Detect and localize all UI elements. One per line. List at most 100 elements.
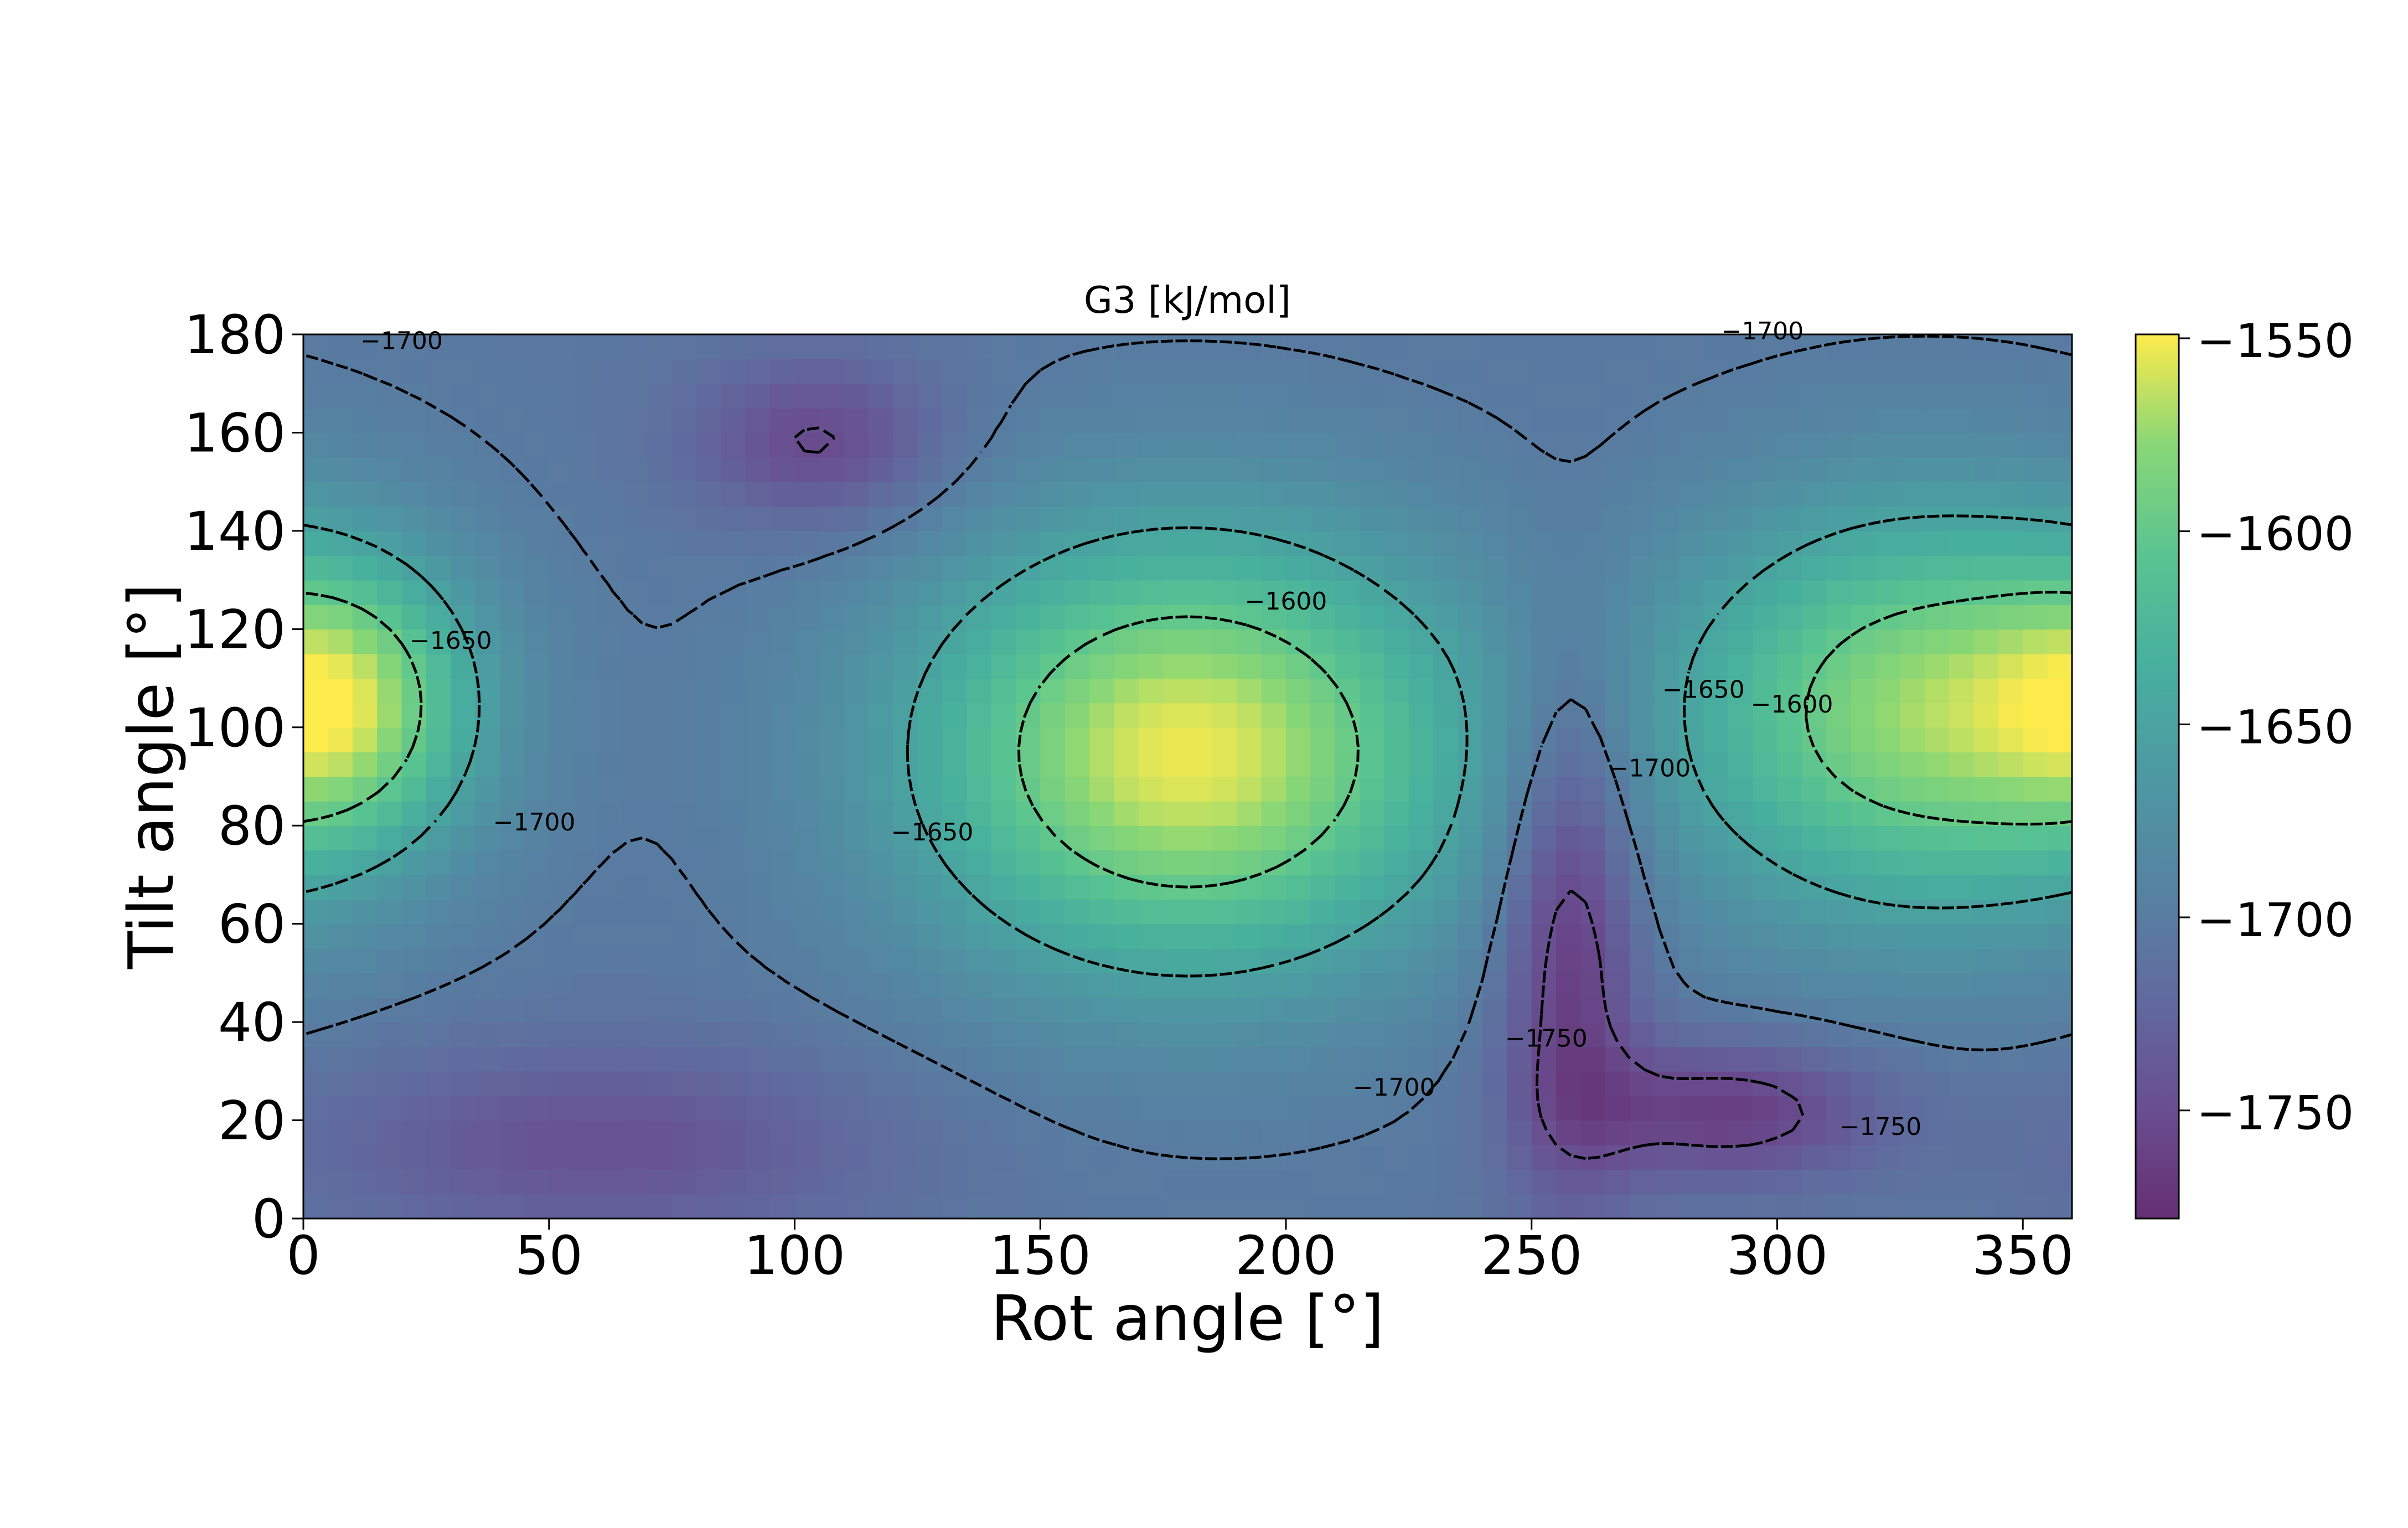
heatmap-cell xyxy=(1163,850,1189,875)
heatmap-cell xyxy=(1851,1046,1876,1072)
heatmap-cell xyxy=(1089,1022,1115,1047)
heatmap-cell xyxy=(549,530,574,556)
heatmap-cell xyxy=(352,383,378,409)
heatmap-cell xyxy=(868,899,893,925)
heatmap-cell xyxy=(352,1096,378,1121)
heatmap-cell xyxy=(1261,776,1286,802)
heatmap-cell xyxy=(2047,1144,2073,1170)
heatmap-cell xyxy=(524,801,550,827)
x-tick-label: 100 xyxy=(744,1225,845,1287)
heatmap-cell xyxy=(1556,383,1582,409)
heatmap-cell xyxy=(1580,408,1606,433)
heatmap-cell xyxy=(475,1096,500,1121)
heatmap-cell xyxy=(942,432,967,458)
heatmap-cell xyxy=(1998,604,2024,630)
heatmap-cell xyxy=(671,923,697,949)
heatmap-cell xyxy=(1089,506,1115,531)
heatmap-cell xyxy=(1826,801,1852,827)
heatmap-cell xyxy=(1237,1046,1262,1072)
heatmap-cell xyxy=(1114,1169,1139,1195)
heatmap-cell xyxy=(844,1120,869,1145)
heatmap-cell xyxy=(377,703,402,728)
heatmap-cell xyxy=(1482,1022,1508,1047)
heatmap-cell xyxy=(1065,776,1090,802)
heatmap-cell xyxy=(1900,1144,1925,1170)
heatmap-cell xyxy=(1187,629,1213,654)
colorbar xyxy=(2136,334,2179,1219)
heatmap-cell xyxy=(1654,1046,1680,1072)
heatmap-cell xyxy=(1089,752,1115,777)
heatmap-cell xyxy=(721,727,746,752)
heatmap-cell xyxy=(1286,1120,1311,1145)
heatmap-cell xyxy=(1630,604,1655,630)
heatmap-cell xyxy=(647,752,673,777)
heatmap-cell xyxy=(1753,874,1778,900)
heatmap-cell xyxy=(1360,703,1385,728)
heatmap-cell xyxy=(1630,359,1655,384)
heatmap-cell xyxy=(573,580,599,605)
heatmap-cell xyxy=(1949,457,1975,482)
heatmap-cell xyxy=(1237,506,1262,531)
heatmap-cell xyxy=(1065,482,1090,507)
heatmap-cell xyxy=(1703,653,1729,679)
heatmap-cell xyxy=(1187,580,1213,605)
heatmap-cell xyxy=(1924,678,1950,704)
heatmap-cell xyxy=(868,359,893,384)
heatmap-cell xyxy=(794,801,820,827)
heatmap-cell xyxy=(1114,432,1139,458)
heatmap-cell xyxy=(1114,580,1139,605)
heatmap-cell xyxy=(1580,825,1606,851)
heatmap-cell xyxy=(1777,1022,1802,1047)
heatmap-cell xyxy=(1408,1169,1434,1195)
heatmap-cell xyxy=(991,923,1016,949)
heatmap-cell xyxy=(426,530,452,556)
heatmap-cell xyxy=(1753,1046,1778,1072)
heatmap-cell xyxy=(696,1194,722,1219)
heatmap-cell xyxy=(1187,801,1213,827)
heatmap-cell xyxy=(1679,408,1704,433)
heatmap-cell xyxy=(1973,727,1999,752)
heatmap-cell xyxy=(647,899,673,925)
heatmap-cell xyxy=(1360,1046,1385,1072)
heatmap-cell xyxy=(1286,678,1311,704)
heatmap-cell xyxy=(1630,555,1655,581)
heatmap-cell xyxy=(2023,801,2048,827)
heatmap-cell xyxy=(1753,1096,1778,1121)
heatmap-cell xyxy=(1801,1096,1827,1121)
heatmap-cell xyxy=(1458,629,1483,654)
heatmap-cell xyxy=(1187,1096,1213,1121)
heatmap-cell xyxy=(1507,973,1532,998)
heatmap-cell xyxy=(622,653,648,679)
heatmap-cell xyxy=(1801,457,1827,482)
heatmap-cell xyxy=(1826,580,1852,605)
heatmap-cell xyxy=(1851,432,1876,458)
heatmap-cell xyxy=(1679,1096,1704,1121)
heatmap-cell xyxy=(1163,1194,1189,1219)
heatmap-cell xyxy=(647,334,673,360)
heatmap-cell xyxy=(819,1194,845,1219)
heatmap-cell xyxy=(1580,359,1606,384)
heatmap-cell xyxy=(1482,530,1508,556)
heatmap-cell xyxy=(549,432,574,458)
heatmap-cell xyxy=(671,1022,697,1047)
heatmap-cell xyxy=(1089,1046,1115,1072)
heatmap-cell xyxy=(1900,1169,1925,1195)
heatmap-cell xyxy=(1556,850,1582,875)
heatmap-cell xyxy=(524,408,550,433)
heatmap-cell xyxy=(1531,653,1557,679)
heatmap-cell xyxy=(1089,973,1115,998)
heatmap-cell xyxy=(426,899,452,925)
heatmap-cell xyxy=(770,752,795,777)
heatmap-cell xyxy=(1482,703,1508,728)
heatmap-cell xyxy=(671,1096,697,1121)
heatmap-cell xyxy=(1654,580,1680,605)
heatmap-cell xyxy=(1458,482,1483,507)
heatmap-cell xyxy=(770,678,795,704)
heatmap-cell xyxy=(794,1169,820,1195)
heatmap-cell xyxy=(1728,1096,1753,1121)
heatmap-cell xyxy=(721,506,746,531)
heatmap-cell xyxy=(1384,653,1409,679)
heatmap-cell xyxy=(1212,408,1238,433)
heatmap-cell xyxy=(500,776,525,802)
heatmap-cell xyxy=(1138,506,1164,531)
